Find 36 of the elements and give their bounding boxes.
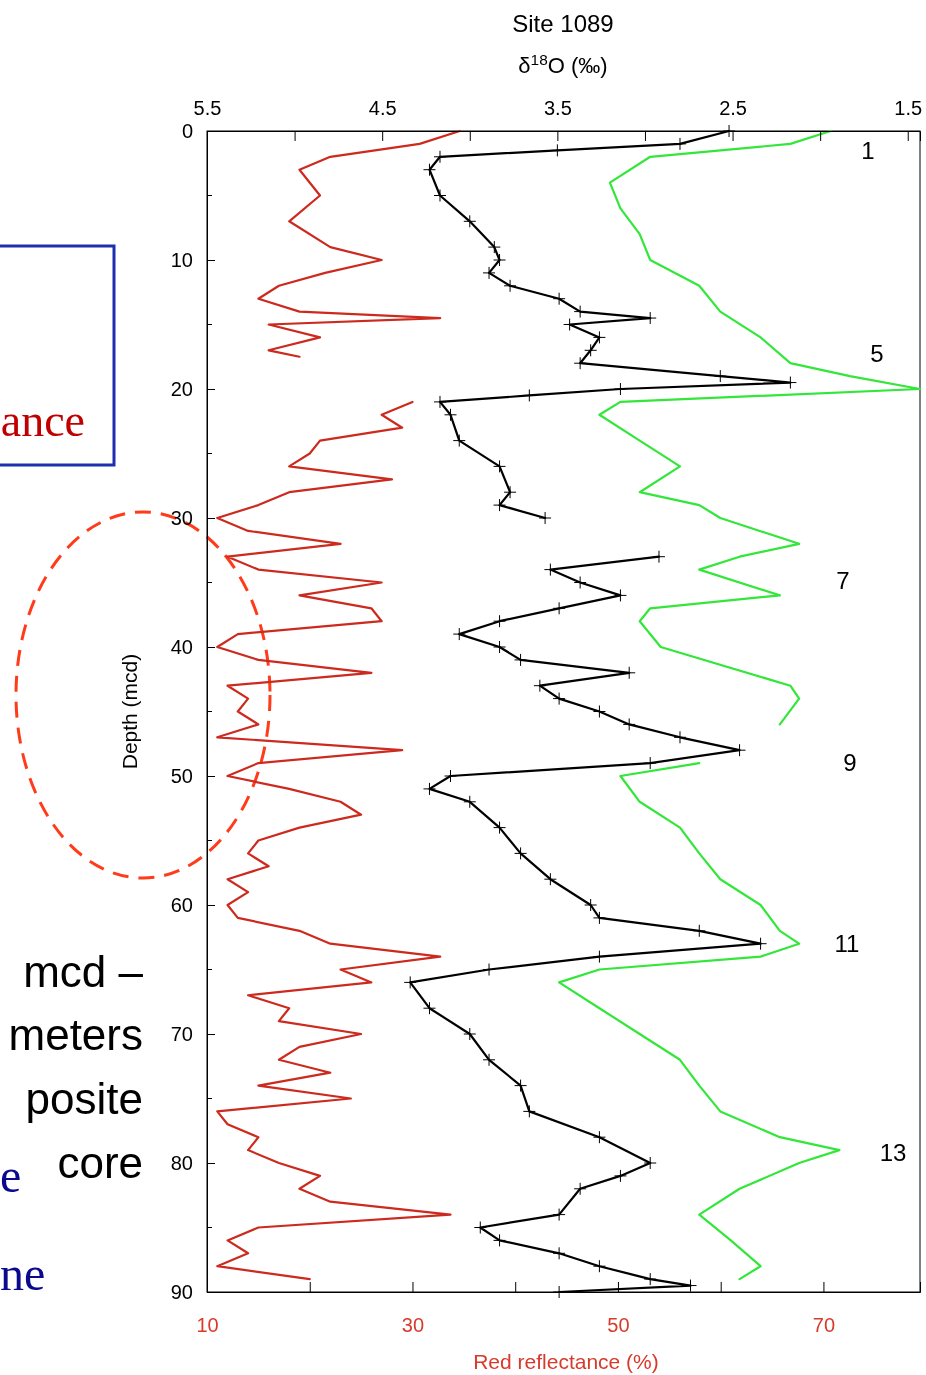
x2-tick-label: 5.5 [193,97,222,119]
x-axis-title: Red reflectance (%) [473,1350,659,1373]
y-tick-label: 80 [170,1151,193,1174]
annotation: 13 [879,1139,907,1166]
y-tick-label: 10 [170,248,193,271]
x2-tick-label: 4.5 [368,97,397,119]
y-tick-label: 20 [170,377,193,400]
x-tick-label: 50 [607,1314,630,1337]
x-tick-label: 30 [401,1314,425,1337]
y-tick-label: 0 [181,119,193,142]
text: meters [8,1010,143,1059]
x2-tick-label: 3.5 [543,97,572,119]
text: mcd – [23,947,144,996]
x2-axis-title: δ$^{18}$O (‰) [518,50,608,78]
text: e [0,1149,22,1202]
annotation: 9 [843,749,857,776]
text: core [57,1138,143,1187]
annotation: 11 [834,930,860,957]
y-tick-label: 30 [170,506,193,529]
text: posite [25,1074,143,1123]
x-tick-label: 10 [196,1314,219,1337]
y-tick-label: 40 [170,635,193,658]
y-tick-label: 50 [170,764,193,787]
text: ance [0,395,85,446]
y-tick-label: 70 [170,1022,193,1045]
text: ne [0,1247,46,1300]
chart-title: Site 1089 [512,10,614,37]
y-tick-label: 90 [170,1280,193,1303]
annotation: 5 [870,340,884,367]
annotation: 7 [836,567,850,594]
x-tick-label: 70 [812,1314,836,1337]
x2-tick-label: 2.5 [719,97,747,119]
annotation: 1 [861,137,875,164]
x2-tick-label: 1.5 [894,97,923,119]
y-axis-title: Depth (mcd) [118,653,141,770]
y-tick-label: 60 [170,893,193,916]
